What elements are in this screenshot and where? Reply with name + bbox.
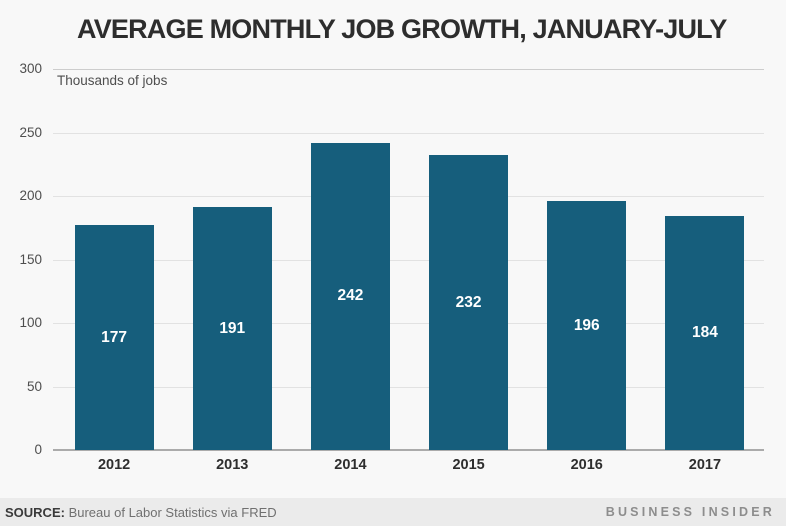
gridline: [53, 259, 764, 261]
bar-value-label: 184: [691, 324, 718, 342]
source-credit: SOURCE: Bureau of Labor Statistics via F…: [5, 505, 277, 520]
x-axis-category-label: 2014: [334, 457, 367, 473]
bar-2017: [665, 216, 745, 450]
y-axis-tick-label: 200: [19, 188, 42, 203]
x-axis-category-label: 2016: [570, 457, 603, 473]
gridline: [53, 386, 764, 388]
y-axis-unit-label: Thousands of jobs: [57, 73, 168, 88]
bar-value-label: 177: [101, 328, 128, 346]
bar-2013: [192, 207, 272, 450]
chart-title: AVERAGE MONTHLY JOB GROWTH, JANUARY-JULY: [77, 14, 727, 44]
gridline: [53, 132, 764, 134]
bar-value-label: 242: [337, 287, 364, 305]
x-axis-category-label: 2013: [216, 457, 249, 473]
source-label: SOURCE:: [5, 504, 65, 520]
bar-2015: [429, 155, 509, 450]
x-axis-line: [53, 449, 764, 451]
bar-2016: [547, 201, 627, 450]
bar-value-label: 196: [573, 316, 600, 334]
bar-2014: [310, 142, 390, 450]
x-axis-category-label: 2017: [688, 457, 722, 473]
x-axis-category-label: 2015: [452, 457, 485, 473]
y-axis-tick-label: 100: [19, 315, 42, 330]
footer-bar: SOURCE: Bureau of Labor Statistics via F…: [0, 498, 786, 526]
y-axis-tick-label: 250: [19, 124, 42, 140]
y-axis-tick-label: 300: [19, 61, 42, 76]
bar-value-label: 191: [219, 319, 246, 337]
brand-logo: BUSINESS INSIDER: [605, 505, 775, 519]
bar-2012: [74, 225, 154, 450]
y-axis-tick-label: 150: [19, 251, 42, 267]
gridline: [53, 196, 764, 197]
gridline: [53, 323, 764, 324]
source-text: Bureau of Labor Statistics via FRED: [68, 504, 277, 520]
y-axis-tick-label: 0: [34, 442, 42, 457]
y-axis-tick-label: 50: [26, 378, 42, 394]
bar-value-label: 232: [455, 293, 482, 311]
gridline: [53, 69, 764, 70]
x-axis-category-label: 2012: [97, 457, 131, 473]
